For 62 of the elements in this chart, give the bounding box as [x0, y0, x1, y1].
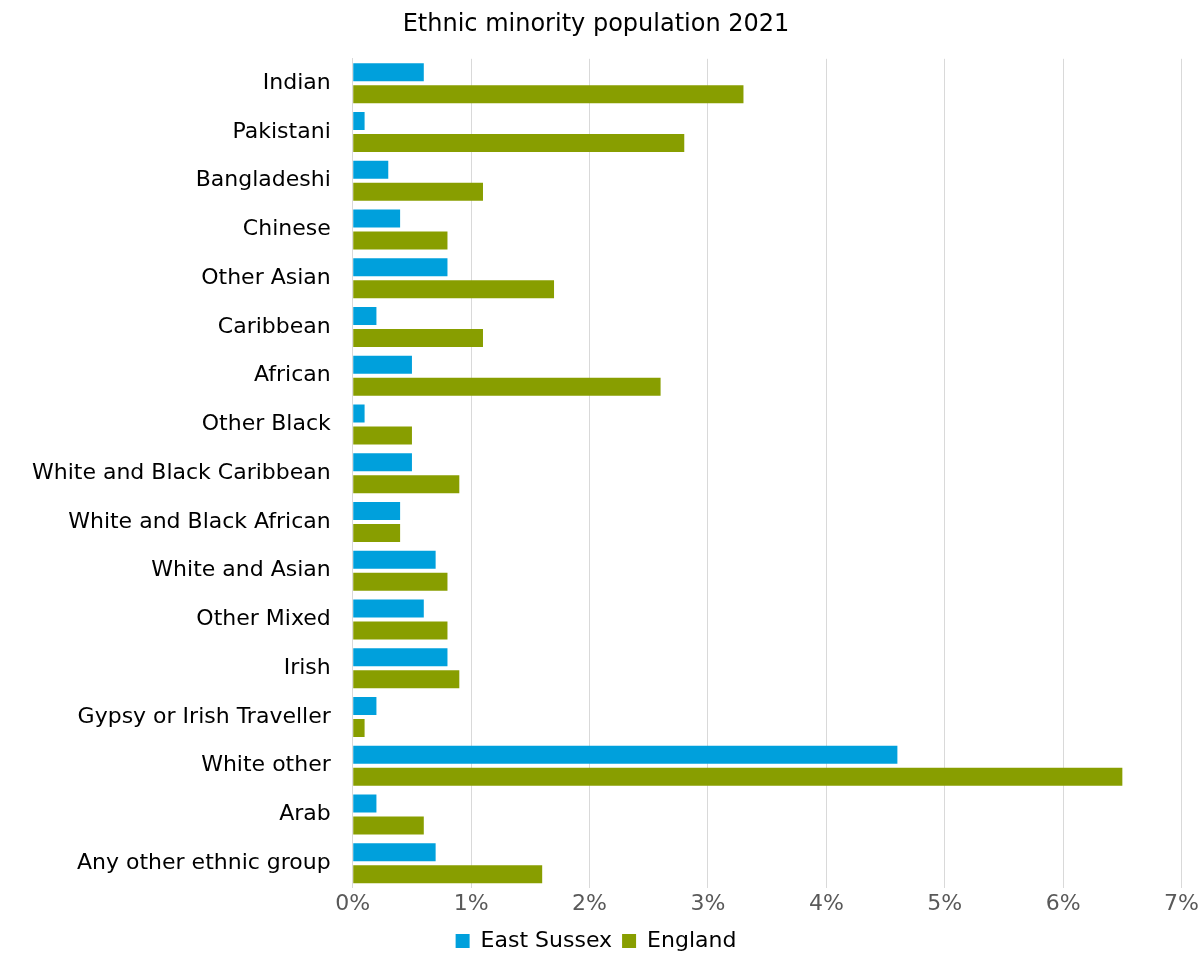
bar	[353, 111, 365, 130]
y-tick-label: Indian	[262, 68, 331, 94]
bar	[353, 816, 424, 835]
y-tick-label: Bangladeshi	[195, 166, 331, 192]
bar	[353, 404, 365, 423]
x-tick-label: 1%	[453, 889, 489, 915]
y-tick-label: Any other ethnic group	[76, 848, 331, 874]
bar	[353, 648, 448, 667]
bar	[353, 572, 448, 591]
bar	[353, 85, 744, 104]
chart-title: Ethnic minority population 2021	[402, 8, 790, 37]
legend-label: England	[647, 926, 737, 952]
bar	[353, 501, 401, 520]
bar	[353, 865, 543, 884]
x-tick-label: 5%	[927, 889, 963, 915]
bar	[353, 718, 365, 737]
bar	[353, 231, 448, 250]
bar	[353, 63, 424, 82]
bar	[353, 258, 448, 277]
bar	[353, 767, 1123, 786]
y-tick-label: White and Black African	[68, 507, 331, 533]
bar	[353, 160, 389, 179]
y-tick-label: Other Mixed	[196, 605, 331, 631]
x-tick-label: 7%	[1164, 889, 1199, 915]
bar	[353, 133, 685, 152]
bar	[353, 280, 555, 299]
bar	[353, 843, 436, 862]
y-tick-label: White and Black Caribbean	[31, 458, 331, 484]
y-tick-label: Other Black	[201, 410, 332, 436]
y-tick-label: Irish	[283, 653, 331, 679]
x-tick-label: 2%	[572, 889, 607, 915]
bar	[353, 621, 448, 640]
bar	[353, 745, 898, 764]
y-tick-label: White and Asian	[151, 556, 331, 582]
y-tick-label: Arab	[279, 800, 331, 826]
x-tick-label: 4%	[808, 889, 844, 915]
bar	[353, 355, 412, 374]
bar	[353, 599, 424, 618]
y-tick-label: Other Asian	[201, 263, 331, 289]
bar	[353, 328, 483, 347]
x-tick-label: 3%	[690, 889, 726, 915]
bar	[353, 453, 412, 472]
y-tick-label: Chinese	[242, 215, 331, 241]
bar	[353, 697, 377, 715]
bar	[353, 475, 460, 494]
bar	[353, 377, 661, 396]
bar	[353, 426, 412, 445]
y-tick-label: White other	[201, 751, 332, 777]
bar	[353, 306, 377, 325]
bar	[353, 550, 436, 569]
y-tick-label: Gypsy or Irish Traveller	[77, 702, 332, 728]
y-tick-label: Caribbean	[217, 312, 331, 338]
y-tick-label: Pakistani	[232, 117, 331, 143]
bar	[353, 209, 401, 228]
y-tick-label: African	[254, 361, 331, 387]
bar	[353, 670, 460, 689]
bar	[353, 182, 483, 201]
x-tick-label: 6%	[1045, 889, 1081, 915]
x-tick-label: 0%	[335, 889, 371, 915]
bar	[353, 794, 377, 813]
legend-label: East Sussex	[480, 926, 613, 952]
bar	[353, 523, 401, 542]
